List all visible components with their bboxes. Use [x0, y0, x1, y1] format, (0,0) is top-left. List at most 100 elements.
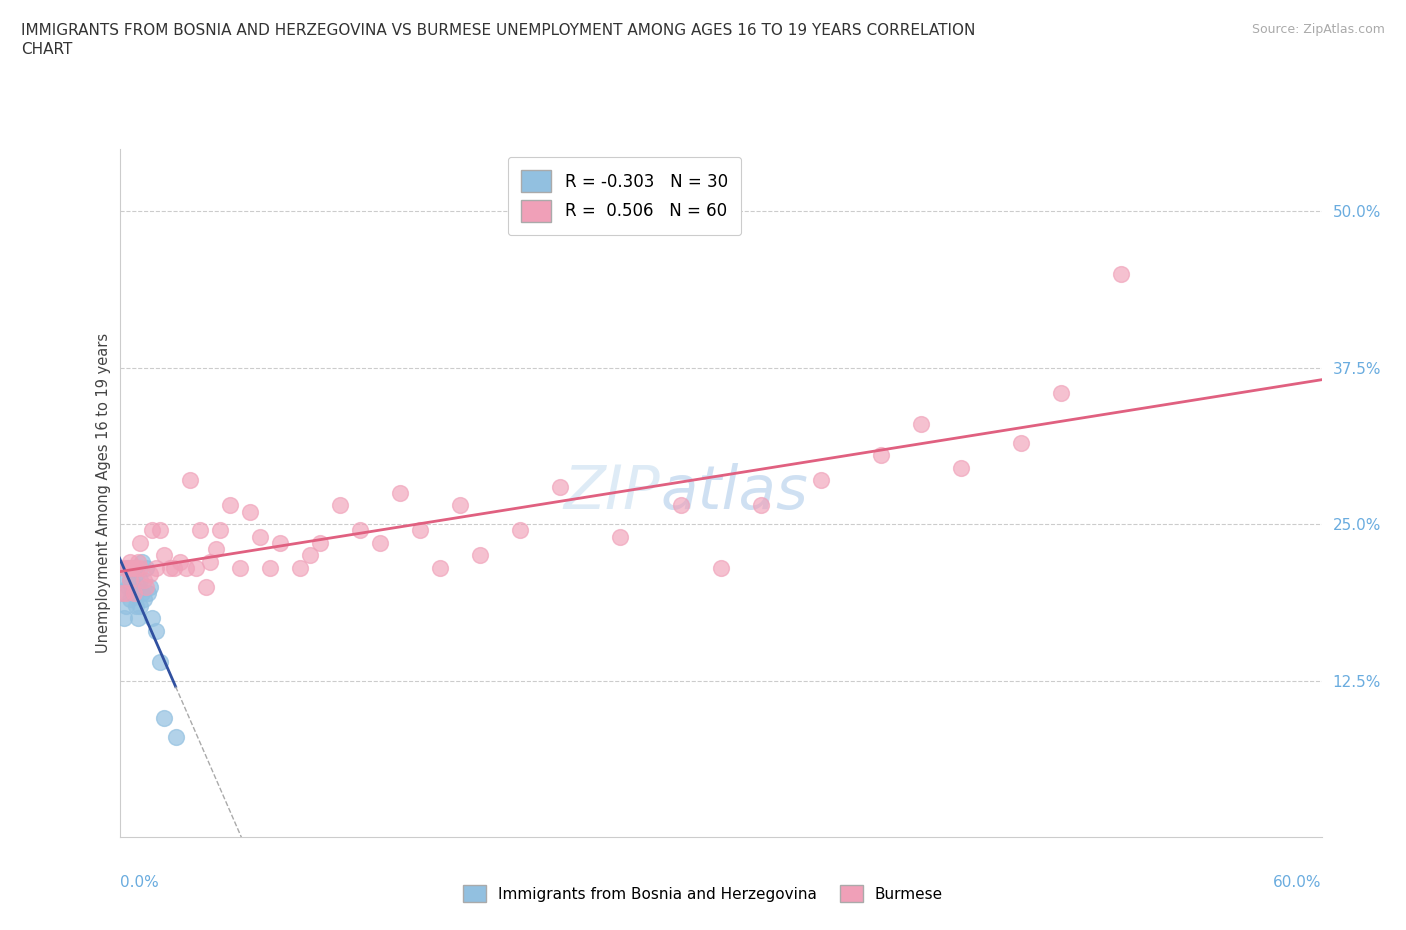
Legend: R = -0.303   N = 30, R =  0.506   N = 60: R = -0.303 N = 30, R = 0.506 N = 60 [508, 157, 741, 235]
Point [165, 729, 187, 744]
Point [468, 548, 492, 563]
Text: atlas: atlas [661, 463, 808, 523]
Point [145, 623, 167, 638]
Point [669, 498, 692, 512]
Point [368, 536, 391, 551]
Point [509, 523, 531, 538]
Point [309, 536, 332, 551]
Point [152, 711, 174, 725]
Point [141, 523, 163, 538]
Point [409, 523, 432, 538]
Text: CHART: CHART [21, 42, 73, 57]
Point [127, 554, 149, 569]
Point [124, 561, 146, 576]
Point [869, 448, 893, 463]
Text: Source: ZipAtlas.com: Source: ZipAtlas.com [1251, 23, 1385, 36]
Point [204, 542, 226, 557]
Point [152, 548, 174, 563]
Point [117, 561, 139, 576]
Point [174, 561, 197, 576]
Point [121, 579, 143, 594]
Point [709, 561, 731, 576]
Point [159, 561, 181, 576]
Point [249, 529, 271, 544]
Point [149, 523, 172, 538]
Point [609, 529, 631, 544]
Point [117, 579, 139, 594]
Point [118, 554, 141, 569]
Point [749, 498, 772, 512]
Point [110, 586, 132, 601]
Point [184, 561, 207, 576]
Point [269, 536, 291, 551]
Point [118, 591, 141, 606]
Point [141, 611, 163, 626]
Point [114, 598, 136, 613]
Point [550, 479, 572, 494]
Point [128, 561, 150, 576]
Point [198, 554, 221, 569]
Point [135, 579, 157, 594]
Point [122, 579, 145, 594]
Point [110, 586, 132, 601]
Point [298, 548, 321, 563]
Legend: Immigrants from Bosnia and Herzegovina, Burmese: Immigrants from Bosnia and Herzegovina, … [457, 879, 949, 909]
Point [194, 579, 217, 594]
Point [169, 554, 191, 569]
Text: 60.0%: 60.0% [1274, 875, 1322, 890]
Point [112, 561, 135, 576]
Point [208, 523, 231, 538]
Point [122, 561, 145, 576]
Point [117, 561, 139, 576]
Point [131, 586, 153, 601]
Point [136, 586, 159, 601]
Point [218, 498, 240, 512]
Point [131, 554, 153, 569]
Point [118, 573, 141, 588]
Point [118, 573, 141, 588]
Point [950, 460, 973, 475]
Point [188, 523, 211, 538]
Point [349, 523, 371, 538]
Point [114, 573, 136, 588]
Point [149, 655, 172, 670]
Point [1010, 435, 1032, 450]
Point [124, 586, 146, 601]
Point [124, 566, 146, 581]
Point [1111, 267, 1133, 282]
Point [124, 598, 146, 613]
Point [127, 579, 149, 594]
Point [910, 417, 932, 432]
Point [145, 561, 167, 576]
Point [810, 473, 832, 488]
Point [135, 561, 157, 576]
Point [329, 498, 352, 512]
Point [128, 536, 150, 551]
Point [128, 598, 150, 613]
Point [121, 561, 143, 576]
Point [128, 573, 150, 588]
Point [259, 561, 281, 576]
Text: ZIP: ZIP [564, 463, 661, 523]
Point [112, 611, 135, 626]
Point [449, 498, 471, 512]
Point [121, 586, 143, 601]
Point [288, 561, 311, 576]
Point [127, 611, 149, 626]
Point [138, 566, 160, 581]
Point [228, 561, 252, 576]
Point [132, 573, 155, 588]
Point [114, 586, 136, 601]
Point [239, 504, 262, 519]
Text: IMMIGRANTS FROM BOSNIA AND HERZEGOVINA VS BURMESE UNEMPLOYMENT AMONG AGES 16 TO : IMMIGRANTS FROM BOSNIA AND HERZEGOVINA V… [21, 23, 976, 38]
Point [179, 473, 201, 488]
Point [122, 586, 145, 601]
Point [1050, 385, 1073, 400]
Point [138, 579, 160, 594]
Y-axis label: Unemployment Among Ages 16 to 19 years: Unemployment Among Ages 16 to 19 years [96, 333, 111, 653]
Point [429, 561, 451, 576]
Point [388, 485, 412, 500]
Text: 0.0%: 0.0% [120, 875, 159, 890]
Point [162, 561, 184, 576]
Point [132, 591, 155, 606]
